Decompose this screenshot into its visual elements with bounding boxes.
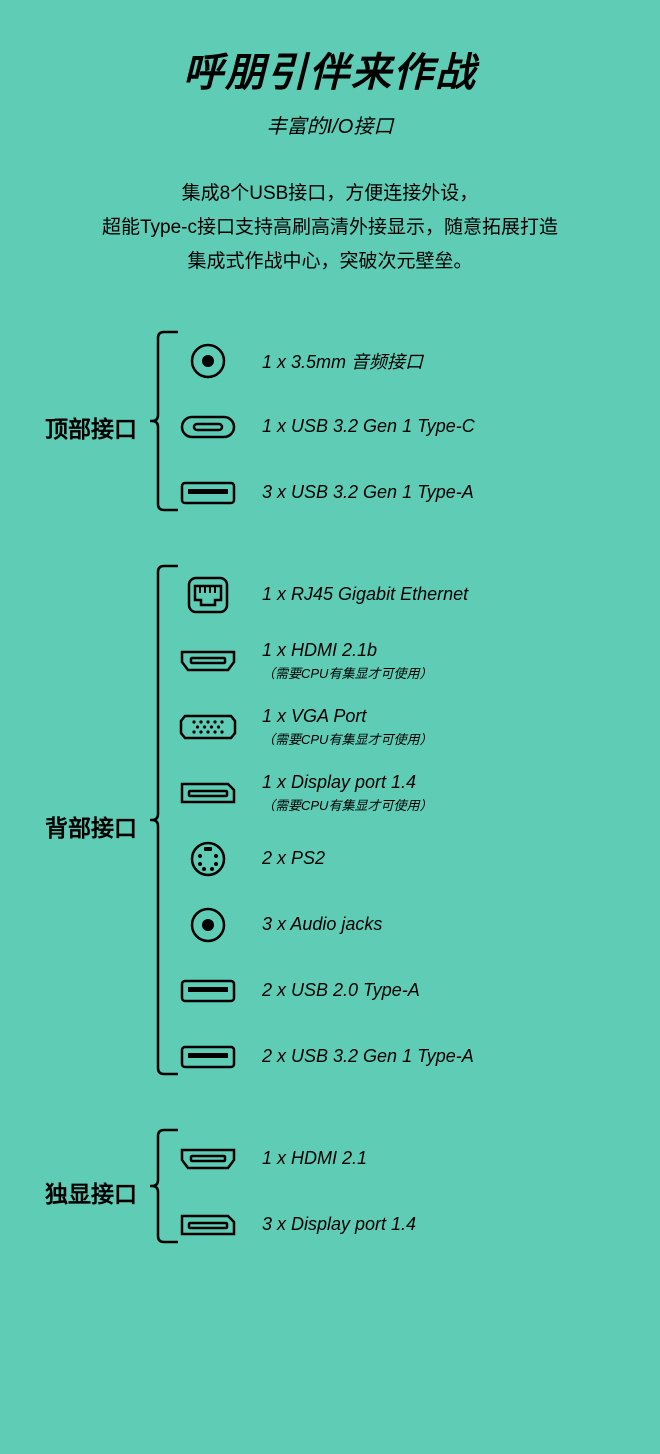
bracket-wrap: 1 x 3.5mm 音频接口 1 x USB 3.2 Gen 1 Type-C 3 …: [150, 330, 475, 524]
sections-root: 顶部接口 1 x 3.5mm 音频接口 1 x USB 3.2 Gen 1 Typ…: [0, 330, 660, 1256]
usb-a-icon: [178, 1036, 238, 1078]
port-text: 1 x HDMI 2.1b （需要CPU有集显才可使用）: [262, 640, 432, 682]
port-text: 1 x HDMI 2.1: [262, 1148, 367, 1169]
port-note: （需要CPU有集显才可使用）: [262, 729, 432, 748]
ports-list: 1 x RJ45 Gigabit Ethernet 1 x HDMI 2.1b （需…: [178, 564, 474, 1088]
section-label: 独显接口: [45, 1175, 150, 1209]
main-title: 呼朋引伴来作战: [0, 40, 660, 98]
port-label: 1 x Display port 1.4: [262, 772, 432, 793]
port-row: 3 x USB 3.2 Gen 1 Type-A: [178, 472, 475, 514]
port-label: 1 x VGA Port: [262, 706, 432, 727]
port-text: 1 x USB 3.2 Gen 1 Type-C: [262, 416, 475, 437]
description-block: 集成8个USB接口，方便连接外设， 超能Type-c接口支持高刷高清外接显示，随…: [0, 177, 660, 280]
port-note: （需要CPU有集显才可使用）: [262, 795, 432, 814]
port-row: 1 x HDMI 2.1b （需要CPU有集显才可使用）: [178, 640, 474, 682]
audio-jack-icon: [178, 340, 238, 382]
port-label: 3 x Audio jacks: [262, 914, 382, 935]
port-row: 1 x RJ45 Gigabit Ethernet: [178, 574, 474, 616]
port-text: 3 x Audio jacks: [262, 914, 382, 935]
ports-list: 1 x 3.5mm 音频接口 1 x USB 3.2 Gen 1 Type-C 3 …: [178, 330, 475, 524]
port-row: 1 x Display port 1.4 （需要CPU有集显才可使用）: [178, 772, 474, 814]
port-text: 1 x 3.5mm 音频接口: [262, 348, 423, 374]
ports-list: 1 x HDMI 2.1 3 x Display port 1.4: [178, 1128, 416, 1256]
bracket-icon: [150, 564, 178, 1088]
port-label: 1 x HDMI 2.1: [262, 1148, 367, 1169]
port-section: 顶部接口 1 x 3.5mm 音频接口 1 x USB 3.2 Gen 1 Typ…: [0, 330, 660, 524]
port-label: 3 x USB 3.2 Gen 1 Type-A: [262, 482, 474, 503]
hdmi-icon: [178, 1138, 238, 1180]
description-line: 集成8个USB接口，方便连接外设，: [40, 177, 620, 211]
port-label: 2 x PS2: [262, 848, 325, 869]
bracket-icon: [150, 1128, 178, 1256]
port-text: 2 x PS2: [262, 848, 325, 869]
port-row: 2 x USB 3.2 Gen 1 Type-A: [178, 1036, 474, 1078]
port-row: 3 x Display port 1.4: [178, 1204, 416, 1246]
description-line: 超能Type-c接口支持高刷高清外接显示，随意拓展打造: [40, 211, 620, 245]
port-section: 背部接口 1 x RJ45 Gigabit Ethernet 1 x HDMI 2…: [0, 564, 660, 1088]
port-section: 独显接口 1 x HDMI 2.1 3 x Display port 1.4: [0, 1128, 660, 1256]
port-text: 2 x USB 2.0 Type-A: [262, 980, 420, 1001]
port-row: 2 x USB 2.0 Type-A: [178, 970, 474, 1012]
bracket-icon: [150, 330, 178, 524]
port-row: 1 x VGA Port （需要CPU有集显才可使用）: [178, 706, 474, 748]
port-row: 1 x 3.5mm 音频接口: [178, 340, 475, 382]
vga-icon: [178, 706, 238, 748]
port-note: （需要CPU有集显才可使用）: [262, 663, 432, 682]
ps2-icon: [178, 838, 238, 880]
port-label: 1 x 3.5mm 音频接口: [262, 348, 423, 374]
section-label: 顶部接口: [45, 410, 150, 444]
port-text: 1 x RJ45 Gigabit Ethernet: [262, 584, 468, 605]
displayport-icon: [178, 772, 238, 814]
section-label: 背部接口: [45, 809, 150, 843]
subtitle: 丰富的I/O接口: [0, 110, 660, 139]
port-row: 1 x HDMI 2.1: [178, 1138, 416, 1180]
port-row: 1 x USB 3.2 Gen 1 Type-C: [178, 406, 475, 448]
port-row: 2 x PS2: [178, 838, 474, 880]
rj45-icon: [178, 574, 238, 616]
port-text: 1 x VGA Port （需要CPU有集显才可使用）: [262, 706, 432, 748]
usb-c-icon: [178, 406, 238, 448]
port-label: 1 x USB 3.2 Gen 1 Type-C: [262, 416, 475, 437]
port-label: 3 x Display port 1.4: [262, 1214, 416, 1235]
port-row: 3 x Audio jacks: [178, 904, 474, 946]
port-label: 1 x RJ45 Gigabit Ethernet: [262, 584, 468, 605]
bracket-wrap: 1 x HDMI 2.1 3 x Display port 1.4: [150, 1128, 416, 1256]
port-label: 1 x HDMI 2.1b: [262, 640, 432, 661]
port-text: 2 x USB 3.2 Gen 1 Type-A: [262, 1046, 474, 1067]
hdmi-icon: [178, 640, 238, 682]
displayport-icon: [178, 1204, 238, 1246]
port-label: 2 x USB 3.2 Gen 1 Type-A: [262, 1046, 474, 1067]
port-text: 3 x Display port 1.4: [262, 1214, 416, 1235]
usb-a-icon: [178, 970, 238, 1012]
port-label: 2 x USB 2.0 Type-A: [262, 980, 420, 1001]
audio-jack-icon: [178, 904, 238, 946]
usb-a-icon: [178, 472, 238, 514]
bracket-wrap: 1 x RJ45 Gigabit Ethernet 1 x HDMI 2.1b （需…: [150, 564, 474, 1088]
infographic-container: 呼朋引伴来作战 丰富的I/O接口 集成8个USB接口，方便连接外设， 超能Typ…: [0, 0, 660, 1256]
port-text: 1 x Display port 1.4 （需要CPU有集显才可使用）: [262, 772, 432, 814]
port-text: 3 x USB 3.2 Gen 1 Type-A: [262, 482, 474, 503]
description-line: 集成式作战中心，突破次元壁垒。: [40, 245, 620, 279]
